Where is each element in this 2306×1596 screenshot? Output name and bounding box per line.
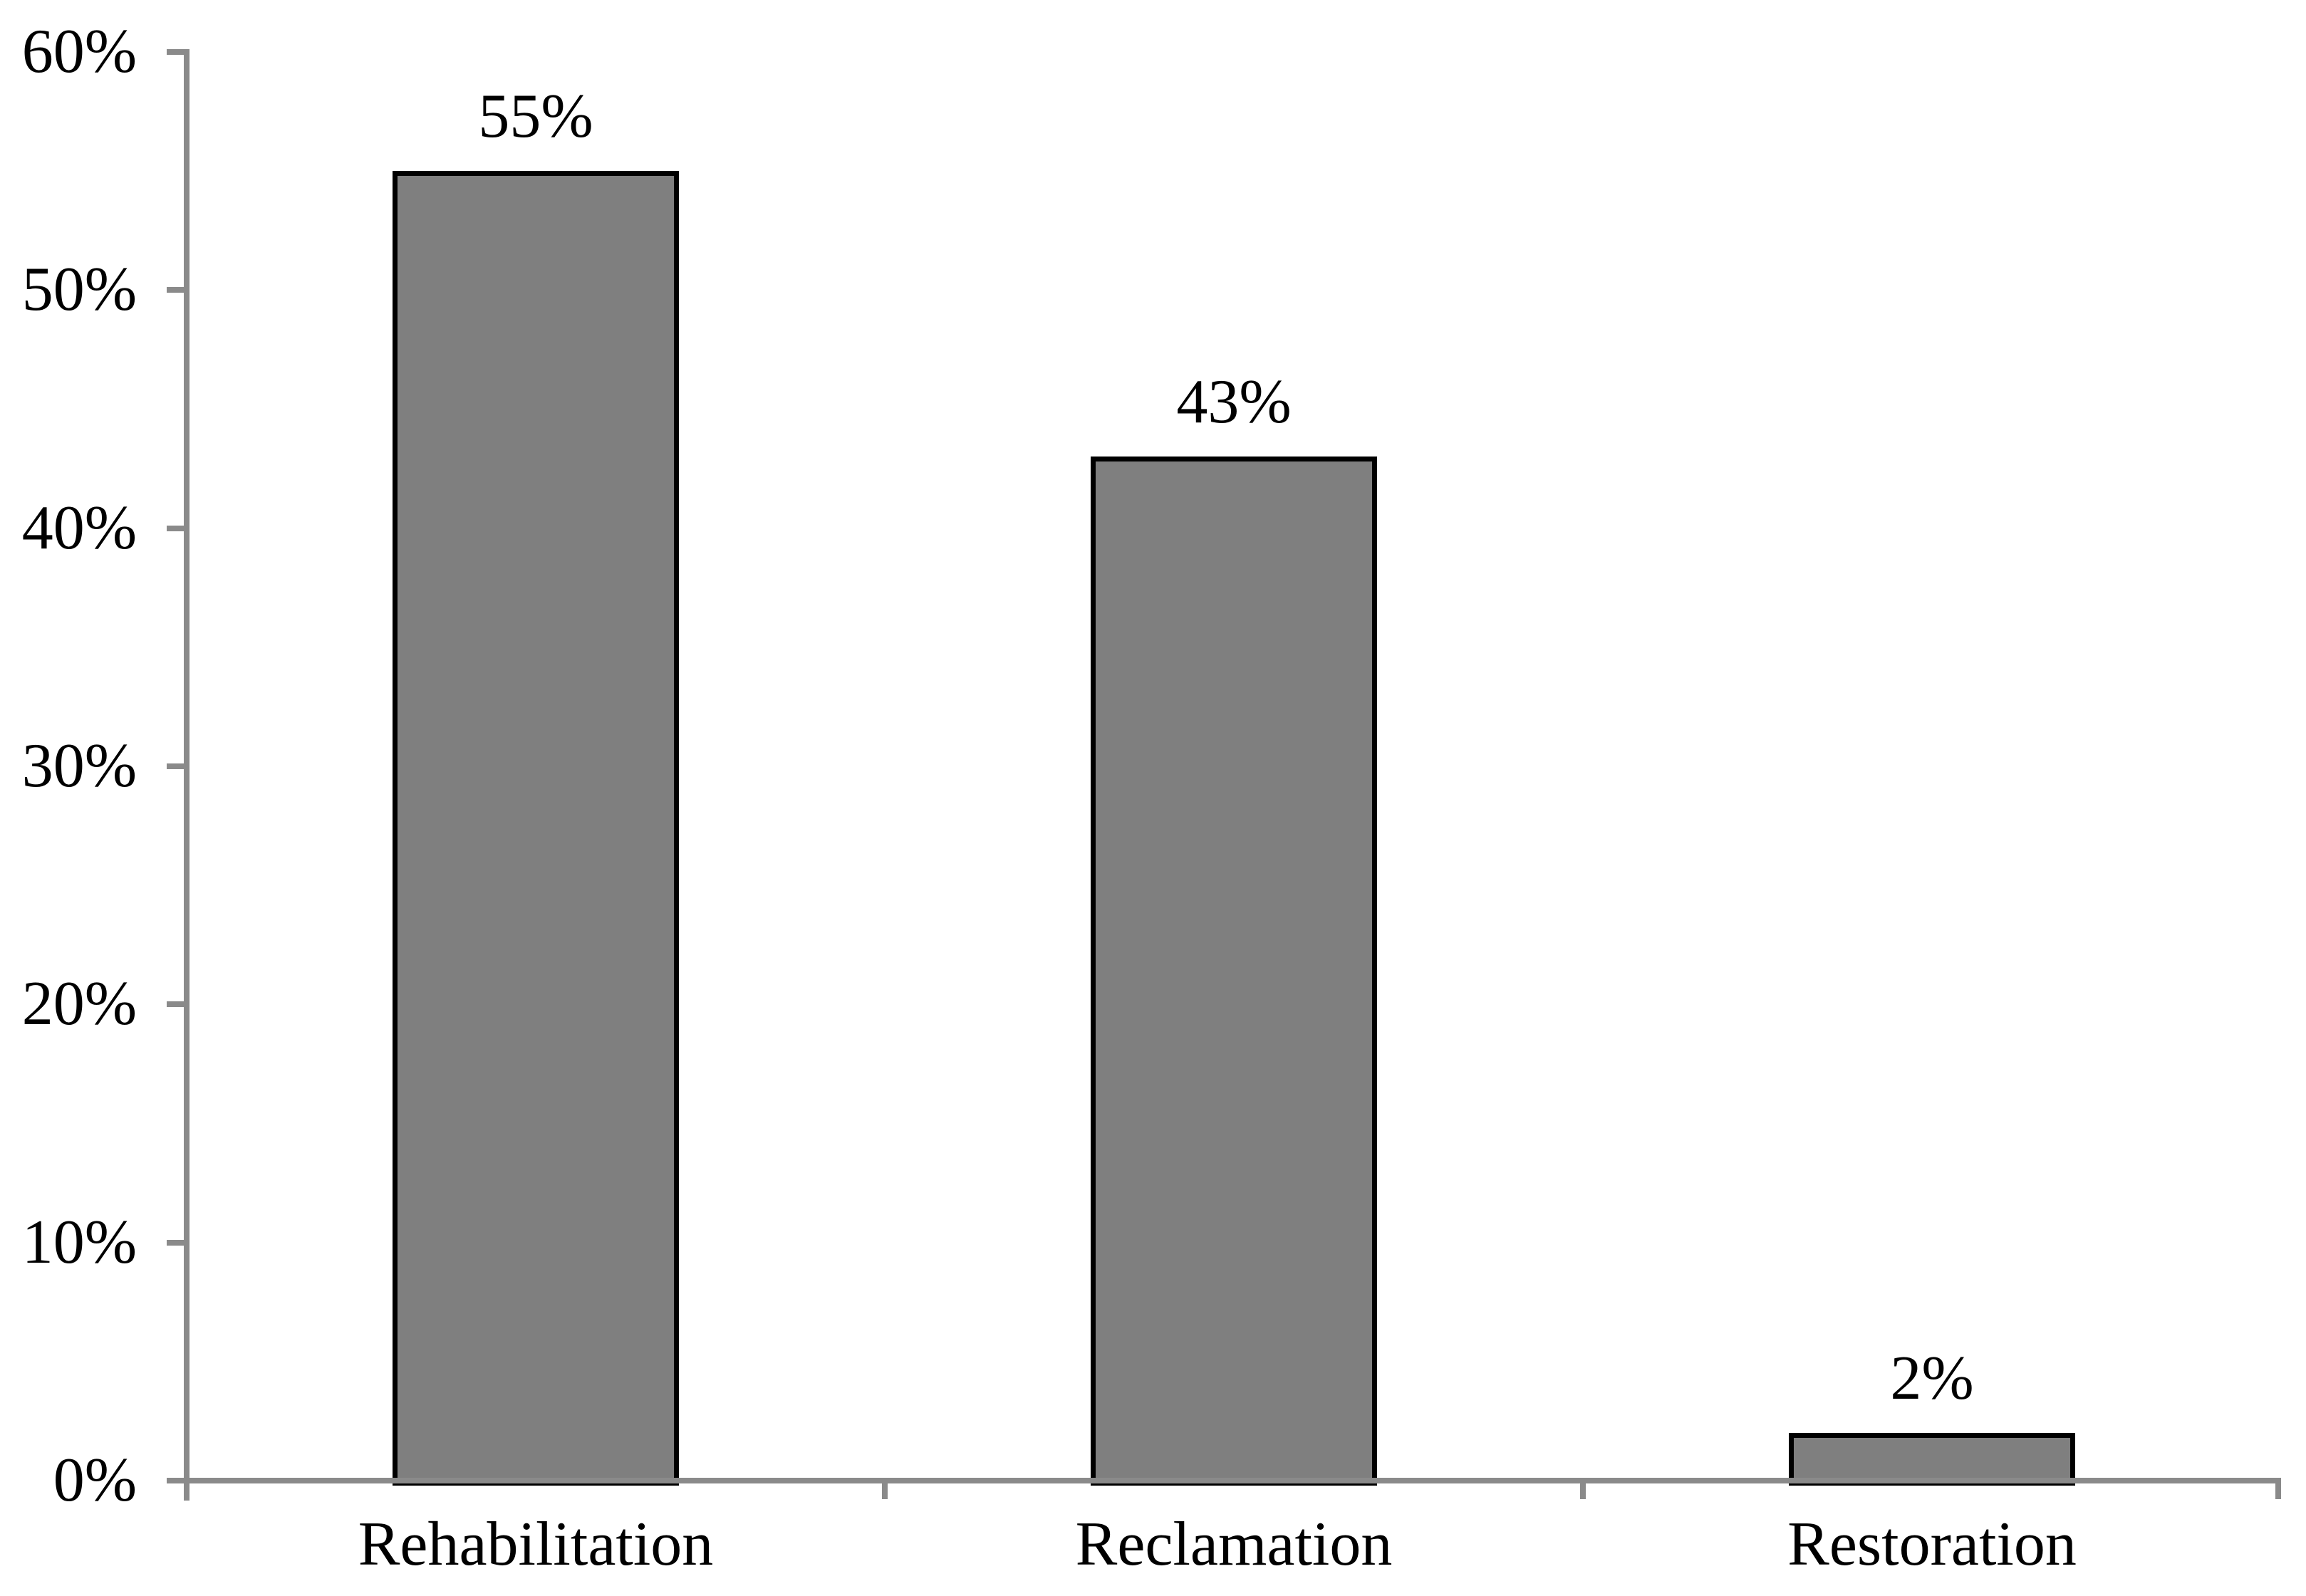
bar-reclamation	[1091, 457, 1377, 1486]
x-axis-category-label: Reclamation	[1075, 1510, 1393, 1579]
y-axis-tick	[167, 1239, 184, 1246]
y-axis-tick	[167, 763, 184, 769]
y-axis-tick	[167, 287, 184, 293]
x-axis-line	[167, 1478, 2281, 1483]
x-axis-tick	[2275, 1481, 2281, 1499]
x-axis-tick	[1580, 1481, 1586, 1499]
x-axis-tick	[882, 1481, 888, 1499]
y-axis-tick	[167, 1478, 184, 1483]
x-axis-category-label: Restoration	[1787, 1510, 2077, 1579]
y-axis-tick-label: 40%	[21, 493, 137, 563]
y-axis-line	[184, 49, 189, 1501]
y-axis-tick	[167, 49, 184, 55]
bar-rehabilitation	[393, 171, 679, 1486]
y-axis-tick	[167, 1001, 184, 1008]
x-axis-category-label: Rehabilitation	[358, 1510, 714, 1579]
y-axis-tick-label: 0%	[53, 1446, 137, 1515]
y-axis-tick-label: 10%	[21, 1207, 137, 1277]
y-axis-tick-label: 30%	[21, 731, 137, 800]
bar-value-label: 43%	[1176, 367, 1292, 437]
bar-value-label: 2%	[1890, 1344, 1974, 1413]
y-axis-tick-label: 50%	[21, 255, 137, 325]
y-axis-tick-label: 60%	[21, 17, 137, 86]
y-axis-tick	[167, 525, 184, 531]
y-axis-tick-label: 20%	[21, 969, 137, 1039]
bar-value-label: 55%	[478, 82, 593, 151]
bar-slot: 43%	[885, 52, 1583, 1486]
bar-slot: 2%	[1583, 52, 2281, 1486]
bar-slot: 55%	[187, 52, 885, 1486]
